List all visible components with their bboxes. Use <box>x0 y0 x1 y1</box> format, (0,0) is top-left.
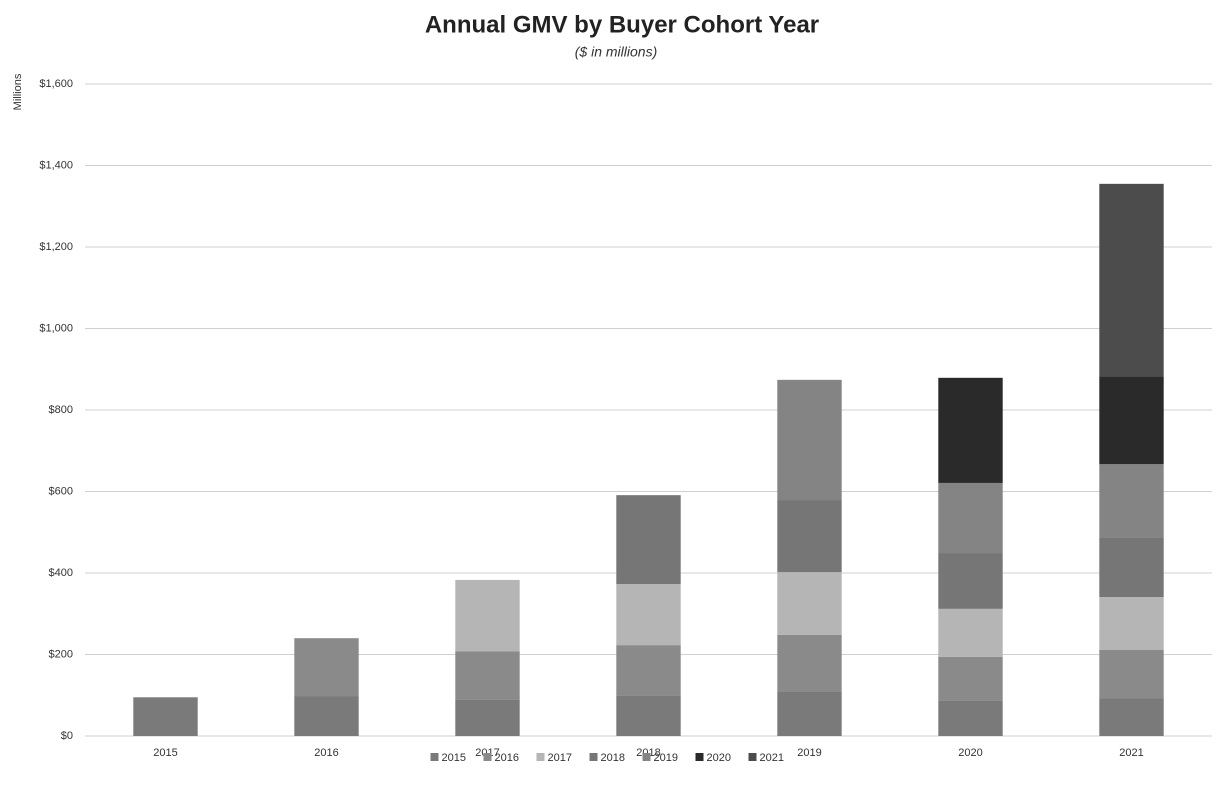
bar-segment <box>777 634 842 692</box>
legend-label: 2021 <box>760 752 784 764</box>
x-tick-label: 2017 <box>475 747 499 759</box>
bar-segment <box>938 553 1003 609</box>
bar-segment <box>1099 537 1164 598</box>
bar-segment <box>938 656 1003 701</box>
bar-segment <box>1099 464 1164 538</box>
bar-segment <box>1099 376 1164 465</box>
legend-swatch <box>483 753 492 761</box>
legend-label: 2017 <box>548 752 572 764</box>
y-tick-label: $1,000 <box>39 322 73 334</box>
bar-segment <box>938 700 1003 736</box>
bar-segment <box>1099 650 1164 699</box>
bar-segment <box>1099 698 1164 736</box>
x-tick-label: 2019 <box>797 747 821 759</box>
y-tick-label: $1,600 <box>39 78 73 90</box>
bar-segment <box>455 579 520 652</box>
bar-segment <box>455 699 520 736</box>
bar-segment <box>294 638 359 697</box>
x-tick-label: 2015 <box>153 747 177 759</box>
chart-title: Annual GMV by Buyer Cohort Year <box>425 11 819 38</box>
y-tick-label: $600 <box>49 485 73 497</box>
bar-segment <box>616 495 681 585</box>
legend-swatch <box>748 753 757 761</box>
y-tick-label: $800 <box>49 404 73 416</box>
x-tick-label: 2018 <box>636 747 660 759</box>
bar-segment <box>938 377 1003 483</box>
bar-segment <box>777 691 842 736</box>
y-tick-label: $400 <box>49 567 73 579</box>
legend-swatch <box>695 753 704 761</box>
y-axis-label: Millions <box>12 73 24 110</box>
bar-segment <box>938 608 1003 657</box>
legend-swatch <box>536 753 545 761</box>
legend-label: 2016 <box>495 752 519 764</box>
x-tick-label: 2021 <box>1119 747 1143 759</box>
bar-segment <box>616 584 681 646</box>
y-tick-label: $200 <box>49 648 73 660</box>
legend-swatch <box>589 753 598 761</box>
legend-label: 2018 <box>601 752 625 764</box>
legend-label: 2020 <box>707 752 731 764</box>
legend-label: 2019 <box>654 752 678 764</box>
bar-segment <box>938 482 1003 554</box>
y-tick-label: $1,400 <box>39 159 73 171</box>
chart-subtitle: ($ in millions) <box>575 44 657 60</box>
bar-segment <box>616 695 681 736</box>
legend-label: 2015 <box>442 752 466 764</box>
legend-swatch <box>642 753 651 761</box>
bar-segment <box>1099 183 1164 377</box>
bar-segment <box>294 696 359 736</box>
bar-segment <box>777 572 842 635</box>
x-tick-label: 2016 <box>314 747 338 759</box>
x-tick-label: 2020 <box>958 747 982 759</box>
bar-segment <box>1099 597 1164 651</box>
bar-segment <box>133 697 198 736</box>
y-tick-label: $0 <box>61 730 73 742</box>
bar-segment <box>777 379 842 501</box>
legend-swatch <box>430 753 439 761</box>
bar-segment <box>455 651 520 700</box>
bar-segment <box>616 645 681 696</box>
bar-segment <box>777 500 842 573</box>
y-tick-label: $1,200 <box>39 241 73 253</box>
